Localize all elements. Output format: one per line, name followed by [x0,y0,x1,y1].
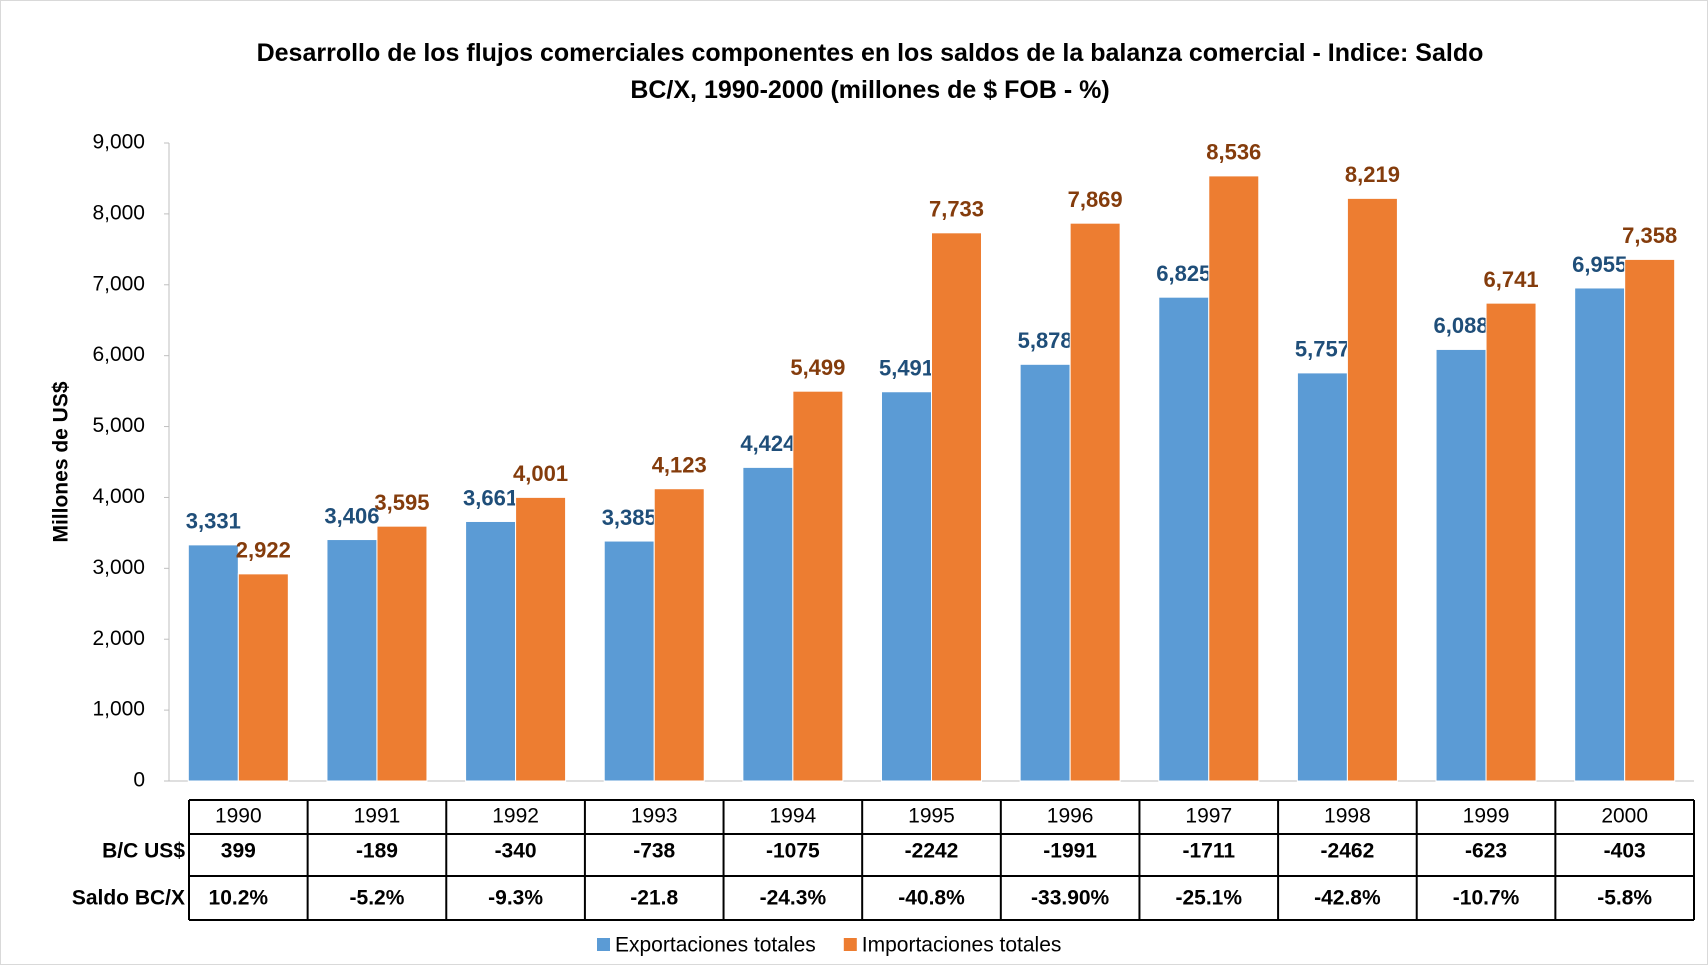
y-tick-label: 9,000 [92,131,145,154]
data-label: 8,219 [1345,162,1400,187]
table-cell: -10.7% [1453,887,1520,910]
y-axis-label: Millones de US$ [50,381,73,542]
bar [1069,222,1121,782]
table-cell: -2462 [1321,840,1375,863]
data-label: 3,406 [324,503,379,528]
table-cell: -9.3% [488,887,543,910]
table-cell: -42.8% [1314,887,1381,910]
table-cell: -623 [1465,840,1507,863]
data-label: 2,922 [236,538,291,563]
y-tick-label: 4,000 [92,485,145,508]
bar [1158,296,1210,782]
bar [465,520,517,782]
y-tick-label: 0 [133,769,145,792]
x-tick-label: 1999 [1463,805,1510,828]
table-cell: 10.2% [209,887,269,910]
data-label: 7,733 [929,197,984,222]
bar [515,496,567,782]
data-label: 7,358 [1622,223,1677,248]
table-cell: -340 [495,840,537,863]
bar [742,466,794,782]
data-label: 4,424 [740,431,796,456]
x-tick-label: 1990 [215,805,262,828]
table-cell: -2242 [905,840,959,863]
bar [1485,302,1537,782]
data-label: 3,661 [463,485,518,510]
y-tick-label: 6,000 [92,343,145,366]
data-label: 8,536 [1206,140,1261,165]
data-label: 6,741 [1484,267,1539,292]
x-tick-label: 1991 [354,805,401,828]
data-label: 3,595 [374,490,429,515]
x-tick-label: 1998 [1324,805,1371,828]
data-label: 4,123 [652,453,707,478]
bar [237,573,289,782]
table-cell: -25.1% [1175,887,1242,910]
bar [187,544,239,782]
data-label: 5,499 [790,355,845,380]
data-label: 3,385 [602,505,657,530]
y-tick-label: 3,000 [92,556,145,579]
data-label: 3,331 [186,509,241,534]
bar [1296,372,1348,782]
x-tick-label: 1996 [1047,805,1094,828]
legend-swatch [597,938,610,951]
x-tick-label: 1997 [1185,805,1232,828]
bar [603,540,655,782]
bar [1435,348,1487,782]
x-tick-label: 1993 [631,805,678,828]
data-label: 4,001 [513,461,568,486]
bar [1208,175,1260,782]
bar [653,488,705,782]
x-tick-label: 1994 [770,805,817,828]
y-tick-label: 5,000 [92,414,145,437]
bar [1019,363,1071,782]
table-cell: -21.8 [630,887,678,910]
table-cell: -40.8% [898,887,965,910]
data-label: 5,491 [879,356,934,381]
y-tick-label: 7,000 [92,272,145,295]
chart-title: Desarrollo de los flujos comerciales com… [257,39,1484,104]
y-tick-label: 8,000 [92,201,145,224]
table-cell: -189 [356,840,398,863]
table-cell: -1991 [1043,840,1097,863]
table-cell: -1711 [1182,840,1235,863]
table-cell: -5.2% [350,887,405,910]
data-label: 6,955 [1572,252,1627,277]
x-tick-label: 1995 [908,805,955,828]
table-cell: -738 [633,840,675,863]
x-tick-label: 1992 [492,805,539,828]
table-cell: -33.90% [1031,887,1110,910]
data-label: 5,757 [1295,337,1350,362]
legend-label: Importaciones totales [862,934,1062,957]
table-row-label: Saldo BC/X [72,887,185,910]
bar [881,391,932,782]
legend-label: Exportaciones totales [615,934,816,957]
y-tick-label: 2,000 [92,627,145,650]
bar [1624,258,1676,782]
table-cell: -5.8% [1597,887,1652,910]
table-cell: -24.3% [760,887,827,910]
table-cell: -403 [1604,840,1646,863]
bar [1346,197,1398,782]
data-label: 6,088 [1434,313,1489,338]
table-row-label: B/C US$ [102,840,185,863]
data-label: 5,878 [1018,328,1073,353]
bar [326,539,378,782]
data-label: 6,825 [1156,261,1211,286]
table-cell: -1075 [766,840,820,863]
bar [931,232,982,782]
bar [1574,287,1626,782]
y-tick-label: 1,000 [92,698,145,721]
table-cell: 399 [221,840,256,863]
data-label: 7,869 [1068,187,1123,212]
legend-swatch [843,938,857,951]
bar [376,525,428,782]
x-tick-label: 2000 [1601,805,1648,828]
bar [792,390,844,782]
